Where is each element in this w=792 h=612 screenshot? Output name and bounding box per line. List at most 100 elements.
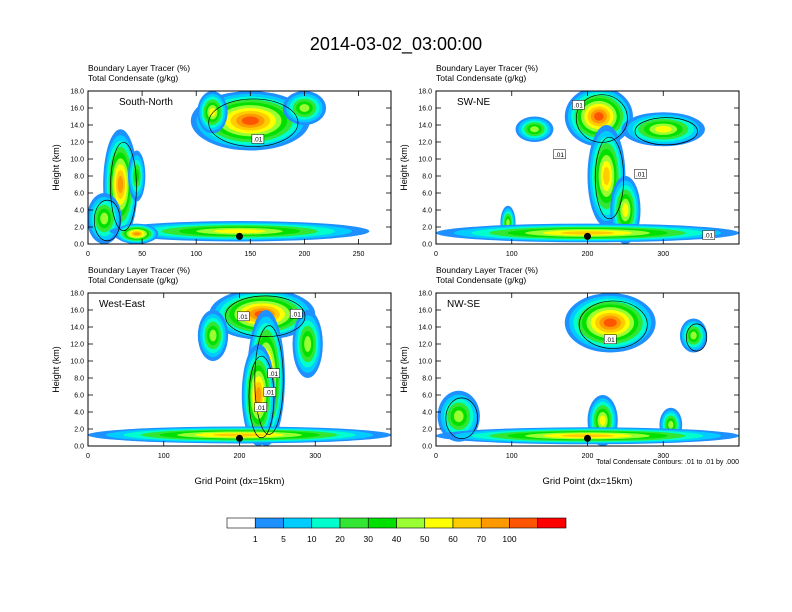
contour-lines [93,98,299,242]
y-tick-label: 14.0 [70,123,84,130]
y-tick-label: 4.0 [74,208,84,215]
heatmap-field [88,293,391,446]
y-tick-label: 4.0 [422,410,432,417]
y-tick-label: 2.0 [74,427,84,434]
x-axis-label: Grid Point (dx=15km) [194,476,284,487]
colorbar-swatch [509,517,539,529]
y-tick-label: 14.0 [418,325,432,332]
contour-label-box [251,134,265,144]
panel-title: South-North [119,97,173,108]
contour-line [93,199,121,242]
y-tick-label: 2.0 [422,225,432,232]
panel-title: SW-NE [457,97,490,108]
x-axis-label: Grid Point (dx=15km) [542,476,632,487]
contour-label-box [237,311,250,322]
panel-header-line2: Total Condensate (g/kg) [88,275,178,285]
panel-header-line2: Total Condensate (g/kg) [88,73,178,83]
panel-header-line1: Boundary Layer Tracer (%) [88,63,190,73]
y-axis-label: Height (km) [51,346,61,393]
panels: Boundary Layer Tracer (%)Total Condensat… [51,63,740,487]
y-tick-label: 18.0 [418,291,432,298]
heatmap-cell [209,108,216,117]
heatmap-cell [603,167,610,185]
contour-footnote: Total Condensate Contours: .01 to .01 by… [596,459,739,466]
contour-label: .01 [704,233,713,240]
y-tick-label: 8.0 [422,376,432,383]
y-tick-label: 6.0 [74,393,84,400]
y-tick-label: 12.0 [70,342,84,349]
location-marker [584,434,591,442]
y-tick-label: 0.0 [74,242,84,249]
colorbar-label: 10 [307,534,317,544]
y-tick-label: 6.0 [74,191,84,198]
colorbar-swatch [367,517,397,529]
x-tick-label: 200 [582,453,594,460]
x-tick-label: 250 [353,251,365,258]
heatmap-cell [654,125,672,133]
y-axis-label: Height (km) [51,144,61,191]
contour-label-box [263,387,277,397]
plot-frame [87,90,392,245]
y-tick-label: 8.0 [422,174,432,181]
colorbar-swatch [254,517,284,529]
panel-header-line1: Boundary Layer Tracer (%) [436,63,538,73]
y-tick-label: 10.0 [418,359,432,366]
contour-line [225,295,306,338]
panel-south-north: Boundary Layer Tracer (%)Total Condensat… [51,63,392,258]
contour-lines [575,94,698,220]
y-tick-label: 18.0 [418,89,432,96]
y-tick-label: 16.0 [418,106,432,113]
y-tick-label: 8.0 [74,174,84,181]
contour-label: .01 [555,152,564,159]
heatmap-cell [506,218,510,227]
heatmap-cell [622,203,629,217]
y-tick-label: 16.0 [70,308,84,315]
colorbar-label: 20 [335,534,345,544]
contour-label-box [634,169,647,179]
contour-label: .01 [239,314,248,321]
colorbar-label: 30 [364,534,374,544]
heatmap-cell [100,212,109,225]
contour-label: .01 [292,311,301,318]
panel-header-line1: Boundary Layer Tracer (%) [88,265,190,275]
y-axis-label: Height (km) [399,346,409,393]
contour-label-box [702,230,715,240]
y-tick-label: 0.0 [74,444,84,451]
heatmap-cell [603,318,617,327]
contour-label-box [572,100,585,110]
x-tick-label: 100 [190,251,202,258]
y-tick-label: 10.0 [70,359,84,366]
heatmap-cell [209,329,217,342]
contour-label: .01 [636,171,645,178]
contour-label-box [290,309,303,319]
y-tick-label: 10.0 [418,157,432,164]
x-tick-label: 0 [434,453,438,460]
contour-label-box [254,402,267,412]
panel-sw-ne: Boundary Layer Tracer (%)Total Condensat… [399,63,740,258]
heatmap-cell [299,104,310,112]
contour-label-box [553,149,566,159]
x-tick-label: 0 [86,453,90,460]
y-tick-label: 14.0 [70,325,84,332]
panel-title: West-East [99,299,145,310]
panel-header-line2: Total Condensate (g/kg) [436,73,526,83]
contour-line [208,98,299,147]
contour-label-box [267,368,280,378]
y-tick-label: 0.0 [422,444,432,451]
x-tick-label: 200 [299,251,311,258]
heatmap-field [436,293,739,446]
contour-line [634,117,698,146]
contour-label: .01 [265,389,274,396]
x-tick-label: 50 [138,251,146,258]
contour-label: .01 [606,337,615,344]
contour-label: .01 [253,136,262,143]
contour-lines [225,295,306,439]
contour-line [685,323,708,352]
x-tick-label: 200 [234,453,246,460]
contour-line [578,300,648,349]
heatmap-cell [593,112,604,121]
heatmap-cell [668,420,674,429]
y-tick-label: 6.0 [422,191,432,198]
y-tick-label: 2.0 [422,427,432,434]
